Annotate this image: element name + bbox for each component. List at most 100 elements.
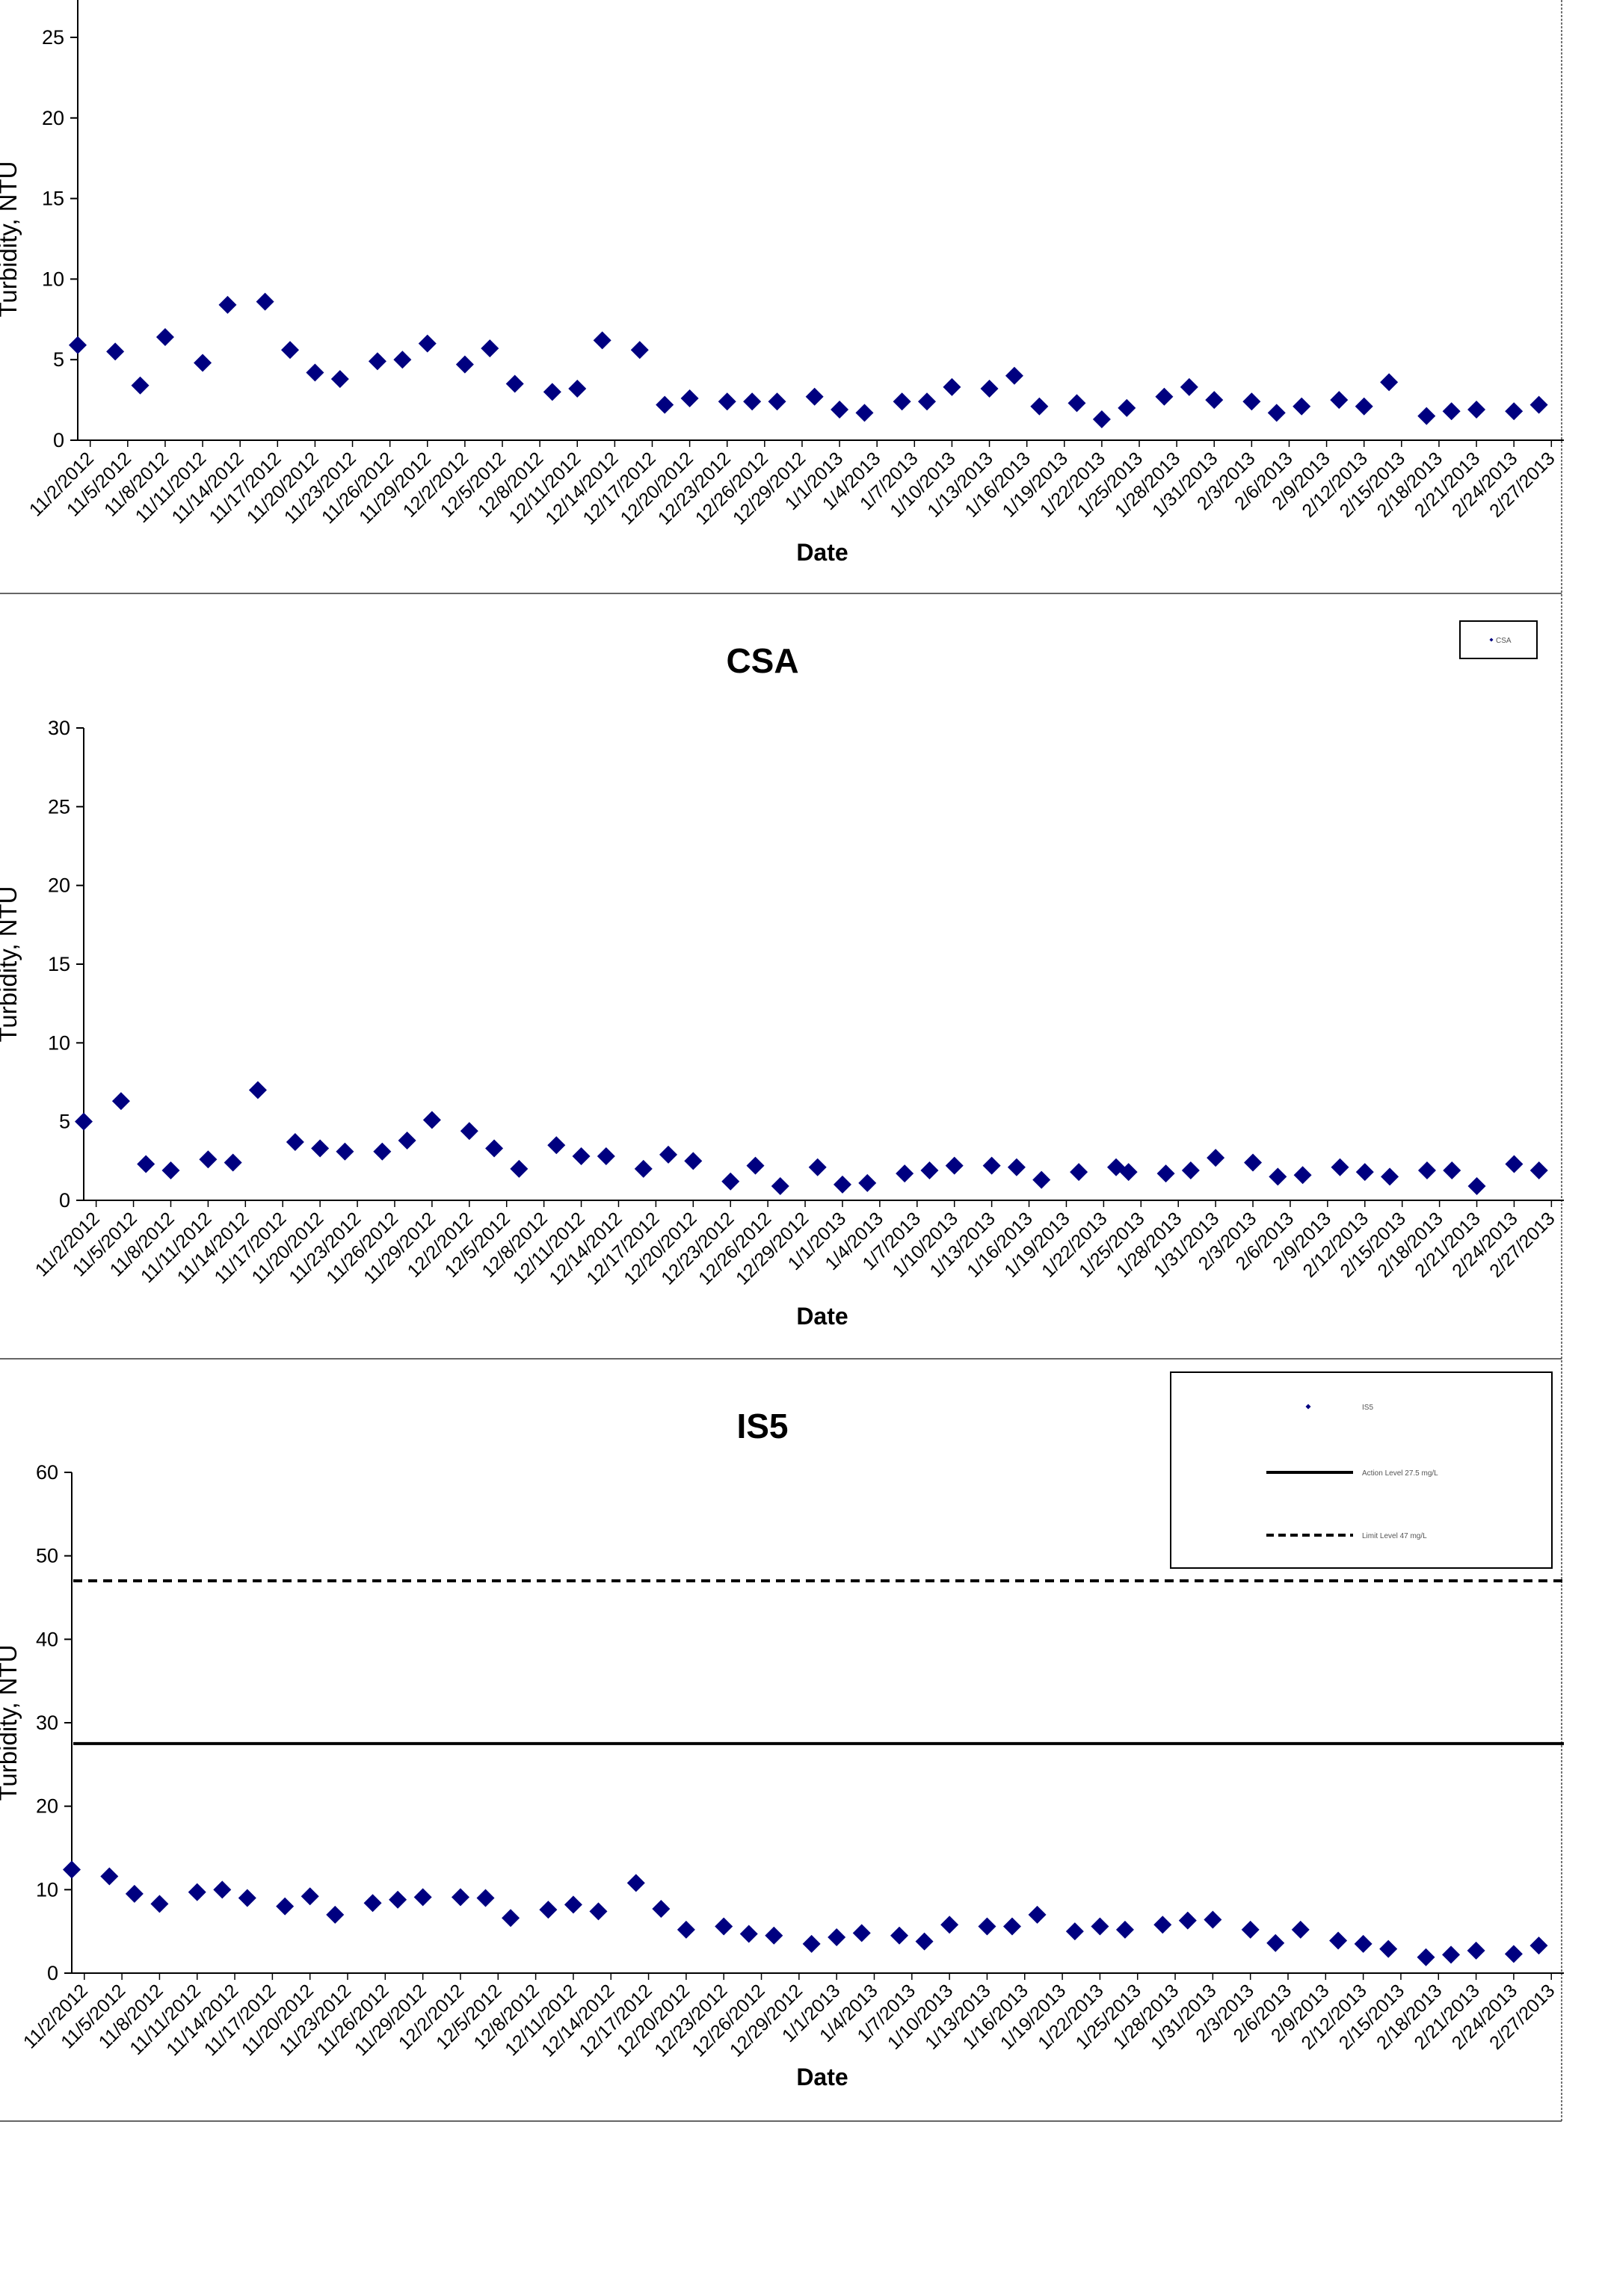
data-point xyxy=(547,1136,566,1155)
y-tick-label: 20 xyxy=(48,874,70,897)
y-tick-label: 0 xyxy=(47,1962,58,1984)
data-point xyxy=(481,339,499,358)
data-point xyxy=(1354,1934,1373,1953)
data-point xyxy=(1505,1155,1524,1173)
data-point xyxy=(539,1901,558,1919)
data-point xyxy=(896,1164,914,1183)
data-point xyxy=(771,1177,789,1196)
data-point xyxy=(684,1152,703,1170)
data-point xyxy=(808,1158,827,1176)
legend-box xyxy=(1459,620,1538,659)
data-point xyxy=(393,351,412,369)
data-point xyxy=(224,1153,242,1172)
data-point xyxy=(1417,1161,1436,1179)
data-point xyxy=(111,1092,130,1111)
data-point xyxy=(718,392,736,411)
data-point xyxy=(422,1111,441,1129)
data-point xyxy=(451,1888,469,1907)
chart-title: IS5 xyxy=(736,1407,788,1445)
data-point xyxy=(656,395,674,414)
data-point xyxy=(256,292,274,311)
data-point xyxy=(593,331,611,350)
legend: IS5 Action Level 27.5 mg/L Limit Level 47 … xyxy=(1170,1371,1553,1569)
data-point xyxy=(1002,1917,1021,1936)
data-point xyxy=(1032,1170,1051,1189)
data-point xyxy=(281,341,299,359)
data-point xyxy=(630,341,649,359)
data-point xyxy=(1068,394,1086,413)
data-point xyxy=(677,1920,695,1939)
data-point xyxy=(1180,377,1198,396)
x-axis-label: Date xyxy=(796,2064,848,2090)
y-tick-label: 30 xyxy=(36,1712,58,1734)
data-point xyxy=(1070,1163,1088,1182)
y-tick-label: 25 xyxy=(42,26,64,49)
data-point xyxy=(1330,391,1349,410)
data-point xyxy=(1266,1934,1285,1952)
data-point xyxy=(1178,1911,1197,1930)
data-point xyxy=(982,1156,1001,1175)
data-point xyxy=(652,1900,671,1919)
chart-title: CSA xyxy=(726,641,798,680)
data-point xyxy=(1381,1167,1399,1186)
data-point xyxy=(413,1888,432,1907)
data-point xyxy=(155,328,174,347)
data-point xyxy=(852,1924,871,1942)
y-tick-label: 10 xyxy=(36,1878,58,1901)
x-axis-label: Date xyxy=(796,1303,848,1330)
data-point xyxy=(1442,1945,1461,1964)
data-point xyxy=(1417,407,1436,425)
data-point xyxy=(1115,1920,1134,1939)
data-point xyxy=(238,1889,256,1907)
y-tick-label: 10 xyxy=(42,268,64,290)
data-point xyxy=(276,1897,295,1916)
data-point xyxy=(918,392,936,411)
data-point xyxy=(1529,1161,1548,1179)
data-point xyxy=(1242,392,1261,411)
data-point xyxy=(150,1895,169,1913)
data-point xyxy=(765,1926,783,1945)
data-point xyxy=(336,1142,354,1161)
data-point xyxy=(1417,1948,1435,1966)
legend-label: Limit Level 47 mg/L xyxy=(1362,1532,1427,1540)
data-point xyxy=(1244,1153,1263,1172)
y-axis-label: Turbidity, NTU xyxy=(0,1644,22,1800)
data-point xyxy=(768,392,786,411)
data-point xyxy=(1155,387,1174,406)
data-point xyxy=(743,392,762,411)
data-point xyxy=(1291,1920,1310,1939)
data-point xyxy=(1331,1158,1349,1176)
data-point xyxy=(1529,395,1548,414)
data-point xyxy=(63,1860,81,1879)
data-point xyxy=(286,1133,304,1152)
data-point xyxy=(739,1925,758,1943)
data-point xyxy=(306,363,324,382)
data-point xyxy=(311,1139,330,1158)
data-point xyxy=(326,1905,345,1924)
data-point xyxy=(131,376,150,395)
data-point xyxy=(218,295,237,314)
legend-label: Action Level 27.5 mg/L xyxy=(1362,1469,1438,1478)
legend-label: CSA xyxy=(1496,637,1512,645)
y-tick-label: 5 xyxy=(53,348,64,371)
data-point xyxy=(1005,366,1023,385)
legend-marker xyxy=(1489,638,1494,642)
y-axis-label: Turbidity, NTU xyxy=(0,161,22,317)
data-point xyxy=(1091,1917,1109,1936)
data-point xyxy=(920,1161,939,1179)
y-tick-label: 0 xyxy=(53,429,64,451)
data-point xyxy=(1504,1945,1523,1963)
legend-marker xyxy=(1305,1404,1311,1410)
data-point xyxy=(1293,1166,1312,1185)
y-tick-label: 40 xyxy=(36,1628,58,1650)
data-point xyxy=(389,1890,407,1909)
data-point xyxy=(373,1142,392,1161)
data-point xyxy=(945,1156,964,1175)
data-point xyxy=(188,1883,206,1901)
data-point xyxy=(597,1147,615,1166)
data-point xyxy=(568,380,587,398)
data-point xyxy=(805,387,824,406)
data-point xyxy=(572,1147,591,1166)
data-point xyxy=(1467,401,1486,419)
legend-box xyxy=(1170,1371,1553,1569)
